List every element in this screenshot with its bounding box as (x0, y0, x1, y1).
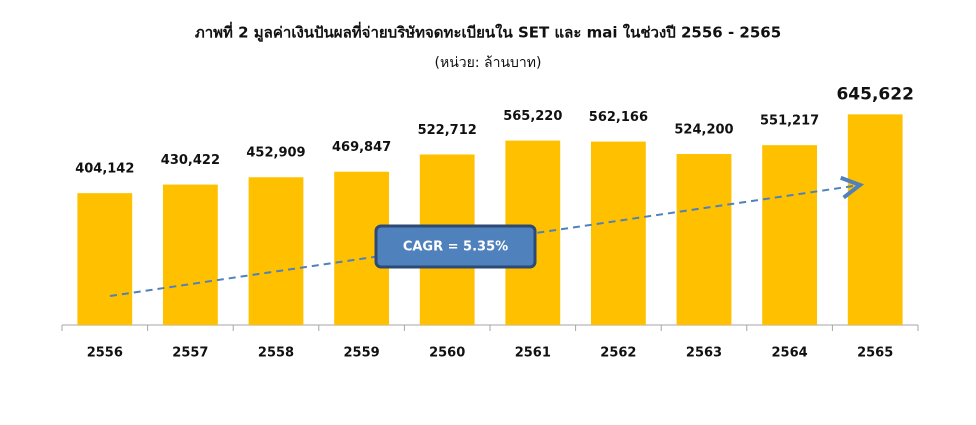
data-label: 551,217 (760, 114, 819, 129)
x-tick-label: 2564 (772, 346, 808, 361)
bar (676, 153, 732, 325)
x-tick-label: 2556 (87, 346, 123, 361)
x-tick-label: 2565 (857, 346, 893, 361)
chart-title: ภาพที่ 2 มูลค่าเงินปันผลที่จ่ายบริษัทจดท… (195, 22, 781, 43)
bar (248, 177, 304, 325)
annotation: CAGR = 5.35% (403, 240, 508, 255)
chart-subtitle: (หน่วย: ล้านบาท) (435, 55, 542, 71)
data-label: 524,200 (674, 122, 733, 137)
bar (591, 141, 646, 325)
annotation-box (374, 224, 537, 269)
x-tick-label: 2562 (600, 346, 636, 361)
bar (847, 114, 903, 326)
data-label: 562,166 (589, 110, 648, 125)
x-tick-label: 2561 (515, 346, 551, 361)
x-tick-label: 2558 (258, 346, 294, 361)
data-label: 645,622 (836, 84, 913, 104)
data-label: 404,142 (75, 162, 134, 177)
data-label: 565,220 (503, 109, 562, 124)
data-label: 430,422 (161, 153, 220, 168)
plot: 2556 404,142 2557 430,422 2558 452,909 2559 469… (61, 84, 919, 361)
x-tick-label: 2559 (344, 346, 380, 361)
bar (163, 184, 218, 325)
data-label: 469,847 (332, 140, 391, 155)
bar (762, 145, 817, 325)
x-tick-label: 2560 (429, 346, 465, 361)
data-label: 522,712 (418, 123, 477, 138)
bar (77, 193, 133, 325)
x-tick-label: 2557 (172, 346, 208, 361)
data-label: 452,909 (246, 146, 305, 161)
trend-arrow (109, 185, 860, 297)
x-tick-label: 2563 (686, 346, 722, 361)
